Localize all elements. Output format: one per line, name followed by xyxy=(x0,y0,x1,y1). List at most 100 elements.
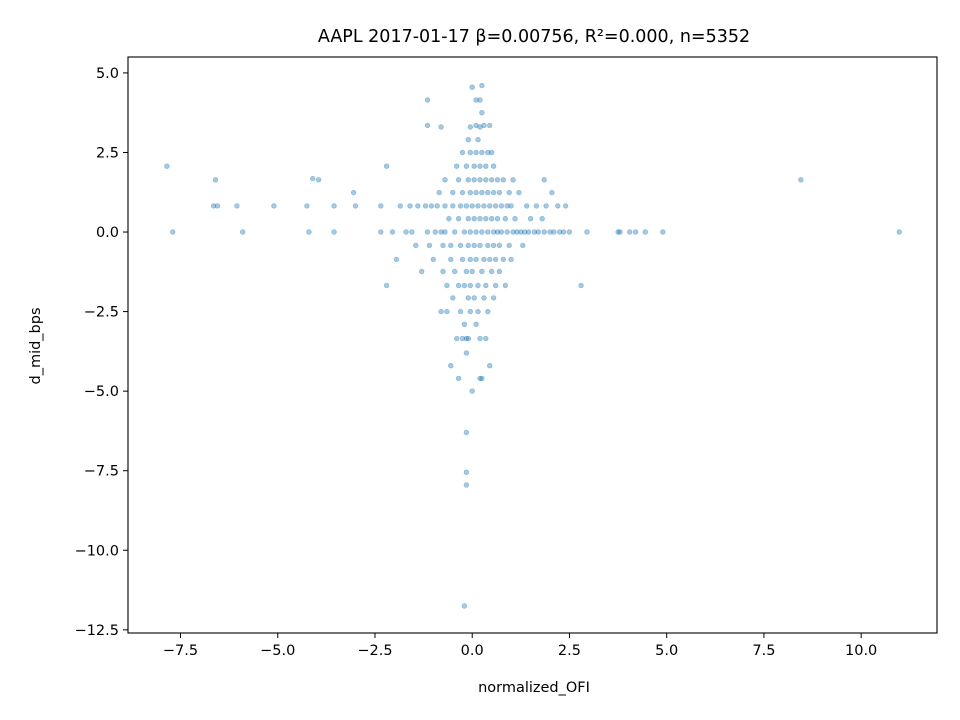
scatter-point xyxy=(444,308,450,315)
scatter-point xyxy=(457,242,464,249)
scatter-point xyxy=(164,163,170,169)
scatter-point xyxy=(469,268,475,275)
scatter-point xyxy=(440,268,446,275)
scatter-point xyxy=(510,177,516,183)
y-axis-label: d_mid_bps xyxy=(28,307,44,384)
scatter-point xyxy=(475,282,481,289)
scatter-point xyxy=(461,282,468,289)
scatter-point xyxy=(440,242,446,249)
scatter-point xyxy=(487,122,493,129)
scatter-point xyxy=(471,295,477,301)
scatter-point xyxy=(383,282,390,289)
y-tick-label: −7.5 xyxy=(84,464,119,480)
scatter-point xyxy=(549,189,555,196)
scatter-point xyxy=(473,321,479,327)
scatter-point xyxy=(523,203,530,209)
scatter-point xyxy=(448,242,454,249)
scatter-point xyxy=(455,216,462,222)
scatter-point xyxy=(446,216,452,222)
scatter-point xyxy=(483,163,489,169)
scatter-point xyxy=(475,203,481,209)
scatter-point xyxy=(352,203,359,209)
scatter-point xyxy=(415,203,421,209)
scatter-point xyxy=(463,429,470,436)
scatter-point xyxy=(463,163,470,169)
scatter-point xyxy=(459,256,466,263)
scatter-point xyxy=(496,242,503,249)
scatter-point xyxy=(535,229,541,235)
chart-title: AAPL 2017-01-17 β=0.00756, R²=0.000, n=5… xyxy=(318,27,750,47)
scatter-point xyxy=(465,335,471,342)
scatter-point xyxy=(210,203,217,209)
scatter-point xyxy=(483,282,489,289)
scatter-point xyxy=(465,242,471,249)
x-tick-label: 10.0 xyxy=(845,643,877,659)
scatter-point xyxy=(407,203,413,209)
scatter-point xyxy=(383,163,390,169)
scatter-point xyxy=(469,84,475,90)
scatter-point xyxy=(551,229,557,235)
scatter-point xyxy=(798,177,804,183)
scatter-point xyxy=(467,282,473,289)
scatter-point xyxy=(422,203,429,209)
scatter-point xyxy=(436,189,442,196)
scatter-point xyxy=(397,203,403,209)
y-tick-label: 5.0 xyxy=(96,66,119,82)
y-tick-label: −12.5 xyxy=(75,623,119,639)
scatter-point xyxy=(489,177,495,183)
scatter-point xyxy=(461,603,468,609)
scatter-point xyxy=(452,229,458,235)
scatter-point xyxy=(520,242,526,249)
scatter-point xyxy=(481,203,487,209)
scatter-point xyxy=(465,177,471,183)
scatter-point xyxy=(331,203,337,209)
scatter-point xyxy=(459,149,466,156)
plot-frame xyxy=(127,56,938,634)
scatter-point xyxy=(479,268,485,275)
scatter-point xyxy=(424,229,431,235)
scatter-point xyxy=(477,335,483,342)
scatter-point xyxy=(442,177,448,183)
x-tick-label: 5.0 xyxy=(655,643,678,659)
x-tick-label: 2.5 xyxy=(558,643,581,659)
scatter-point xyxy=(490,229,497,235)
scatter-point xyxy=(214,203,221,209)
scatter-point xyxy=(479,189,485,196)
scatter-point xyxy=(492,282,499,289)
scatter-point xyxy=(454,335,460,342)
y-axis-ticks: 5.0 2.5 0.0 −2.5 −5.0 −7.5 −10.0 −12.5 xyxy=(75,66,128,639)
scatter-point xyxy=(467,229,473,235)
x-tick-label: −2.5 xyxy=(357,643,392,659)
scatter-point xyxy=(463,350,470,356)
scatter-point xyxy=(438,124,444,130)
scatter-point xyxy=(471,242,477,249)
scatter-point xyxy=(504,203,510,209)
scatter-point xyxy=(459,189,466,196)
scatter-point xyxy=(450,203,456,209)
scatter-point xyxy=(477,97,483,103)
scatter-point xyxy=(457,203,464,209)
scatter-point xyxy=(483,216,489,222)
scatter-point xyxy=(496,268,503,275)
scatter-point xyxy=(504,229,510,235)
scatter-point xyxy=(450,295,456,301)
scatter-point xyxy=(212,177,219,183)
scatter-point xyxy=(454,163,460,169)
scatter-point xyxy=(502,216,508,222)
scatter-point xyxy=(473,256,479,263)
scatter-point xyxy=(475,308,481,315)
scatter-point xyxy=(490,242,497,249)
scatter-point xyxy=(541,229,547,235)
scatter-point xyxy=(469,203,475,209)
y-tick-label: 0.0 xyxy=(96,225,119,241)
scatter-point xyxy=(463,469,470,475)
scatter-point xyxy=(455,177,462,183)
scatter-point xyxy=(510,229,516,235)
scatter-point xyxy=(502,282,508,289)
scatter-point xyxy=(378,203,384,209)
scatter-point xyxy=(477,124,483,130)
scatter-point xyxy=(240,229,246,235)
scatter-point xyxy=(409,229,415,235)
x-tick-label: −5.0 xyxy=(260,643,295,659)
